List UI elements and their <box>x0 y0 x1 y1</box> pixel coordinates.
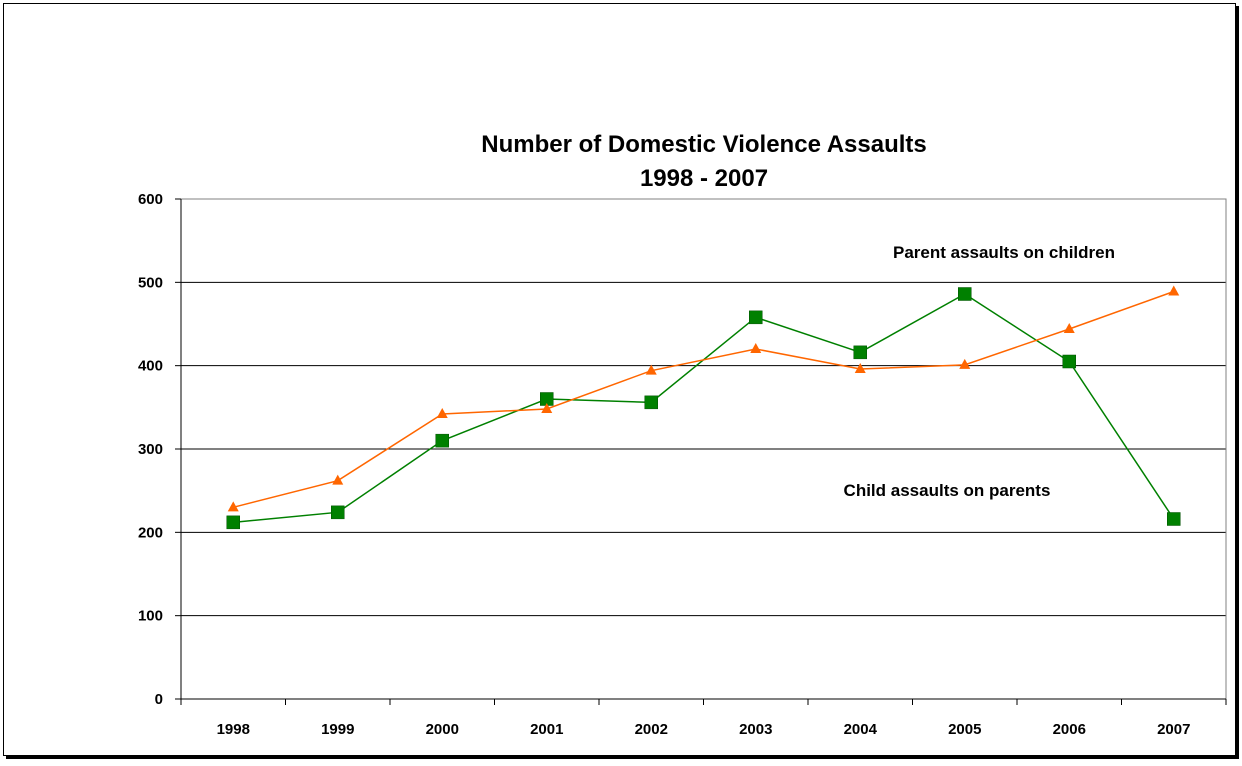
data-point <box>958 287 972 301</box>
chart-subtitle: 1998 - 2007 <box>640 165 768 192</box>
y-tick-label: 600 <box>138 191 163 208</box>
data-point <box>226 515 240 530</box>
data-point <box>332 474 344 485</box>
x-tick-label: 2000 <box>426 721 459 738</box>
data-point <box>1062 354 1076 369</box>
data-point <box>644 395 658 410</box>
chart-frame: 0 100 200 300 400 500 600 1998 1999 2000 2001 2002… <box>3 3 1236 756</box>
data-point <box>435 433 449 448</box>
x-tick-label: 2002 <box>635 721 668 738</box>
axes <box>175 198 1227 705</box>
gridlines <box>181 281 1226 617</box>
y-tick-label: 400 <box>138 358 163 375</box>
y-tick-label: 200 <box>138 524 163 541</box>
series-line <box>233 290 1175 509</box>
series-group <box>226 285 1181 530</box>
x-tick-label: 2006 <box>1053 721 1086 738</box>
data-point <box>1168 285 1180 296</box>
y-tick-labels: 0 100 200 300 400 500 600 <box>138 191 163 708</box>
chart-title: Number of Domestic Violence Assaults <box>481 131 926 158</box>
y-tick-label: 500 <box>138 274 163 291</box>
x-tick-label: 1999 <box>321 721 354 738</box>
data-point <box>331 505 345 520</box>
data-point <box>227 501 239 512</box>
x-tick-labels: 1998 1999 2000 2001 2002 2003 2004 2005 2006 2007 <box>217 721 1191 738</box>
data-point <box>853 345 867 360</box>
data-point <box>541 403 553 413</box>
x-tick-label: 2001 <box>530 721 563 738</box>
y-tick-label: 300 <box>138 441 163 458</box>
data-point <box>749 310 763 325</box>
x-tick-label: 2003 <box>739 721 772 738</box>
y-tick-label: 0 <box>155 691 163 708</box>
line-chart: 0 100 200 300 400 500 600 1998 1999 2000 2001 2002… <box>138 131 1227 738</box>
annotation-upper: Parent assaults on children <box>893 243 1115 262</box>
x-tick-label: 2007 <box>1157 721 1190 738</box>
series-1 <box>227 285 1180 512</box>
data-point <box>645 364 657 375</box>
data-point <box>959 358 971 369</box>
annotation-lower: Child assaults on parents <box>844 481 1051 500</box>
data-point <box>854 363 866 373</box>
data-point <box>1167 512 1181 526</box>
data-point <box>1063 323 1075 333</box>
data-point <box>750 343 762 353</box>
x-tick-label: 2004 <box>844 721 878 738</box>
x-tick-label: 1998 <box>217 721 250 738</box>
x-tick-label: 2005 <box>948 721 981 738</box>
data-point <box>436 408 448 418</box>
y-tick-label: 100 <box>138 608 163 625</box>
